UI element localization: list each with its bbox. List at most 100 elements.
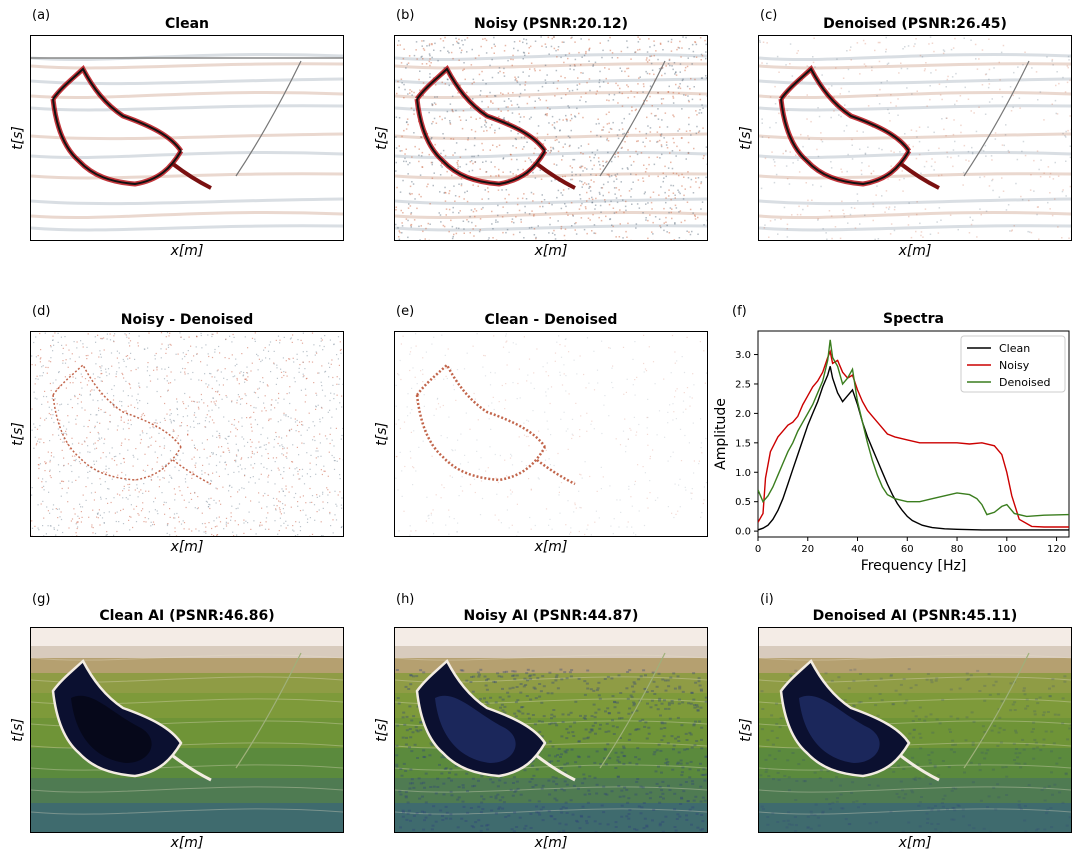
noise-speck (421, 55, 423, 58)
noise-speck (415, 812, 419, 815)
noise-speck (596, 90, 598, 92)
noise-speck (879, 88, 881, 91)
residual-speck (130, 504, 132, 506)
residual-speck (104, 438, 106, 440)
noise-speck (463, 62, 465, 64)
noise-speck (850, 206, 853, 209)
noise-speck (655, 782, 659, 785)
noise-speck (791, 214, 793, 216)
noise-speck (672, 97, 675, 99)
noise-speck (491, 210, 493, 213)
residual-speck (140, 438, 142, 441)
residual-speck (230, 516, 232, 518)
noise-speck (557, 189, 560, 192)
noise-speck (963, 37, 965, 39)
residual-speck (143, 414, 146, 417)
noise-speck (614, 767, 618, 769)
noise-speck (876, 185, 878, 187)
noise-speck (1021, 198, 1024, 201)
residual-speck (505, 335, 507, 337)
noise-speck (507, 814, 511, 817)
residual-speck (684, 434, 686, 437)
residual-speck (563, 364, 565, 366)
noise-speck (531, 764, 535, 767)
residual-speck (38, 467, 40, 470)
residual-speck (163, 445, 166, 447)
noise-speck (1028, 199, 1030, 202)
noise-speck (618, 737, 622, 739)
residual-speck (309, 476, 312, 478)
noise-speck (448, 51, 450, 54)
noise-speck (671, 167, 674, 170)
residual-speck (530, 488, 532, 490)
noise-speck (649, 214, 651, 216)
noise-speck (548, 671, 552, 674)
residual-speck (270, 418, 272, 420)
reflector-line (31, 90, 343, 100)
noise-speck (426, 185, 428, 188)
noise-speck (528, 157, 530, 159)
noise-speck (586, 81, 588, 84)
residual-speck (165, 348, 167, 350)
residual-speck (55, 379, 57, 381)
noise-speck (528, 96, 531, 98)
noise-speck (1051, 58, 1054, 61)
residual-speck (554, 360, 556, 362)
noise-speck (785, 165, 788, 167)
noise-speck (690, 823, 693, 826)
noise-speck (915, 38, 917, 40)
noise-speck (981, 84, 984, 86)
residual-speck (292, 525, 294, 527)
residual-speck (208, 503, 210, 505)
residual-speck (170, 413, 172, 415)
noise-speck (518, 113, 520, 115)
noise-speck (451, 108, 453, 111)
noise-speck (705, 77, 707, 79)
residual-speck (306, 473, 308, 475)
residual-speck (509, 457, 512, 459)
noise-speck (413, 132, 415, 134)
noise-speck (700, 738, 703, 741)
noise-speck (502, 157, 505, 159)
noise-speck (673, 792, 677, 795)
residual-speck (511, 524, 513, 526)
noise-speck (408, 728, 412, 730)
residual-speck (329, 433, 331, 435)
noise-speck (678, 685, 682, 688)
noise-speck (408, 782, 412, 785)
noise-speck (403, 83, 405, 86)
noise-speck (1067, 55, 1070, 58)
noise-speck (613, 706, 617, 709)
layer-group (31, 332, 343, 536)
residual-speck (488, 405, 490, 407)
noise-speck (625, 209, 627, 212)
residual-speck (693, 472, 695, 474)
residual-speck (118, 362, 120, 364)
residual-speck (94, 448, 96, 450)
residual-speck (296, 419, 298, 422)
residual-speck (279, 445, 281, 447)
noise-speck (608, 203, 611, 206)
residual-speck (283, 371, 285, 373)
residual-speck (116, 357, 118, 359)
residual-speck (233, 419, 236, 421)
residual-speck (608, 347, 610, 349)
noise-speck (687, 177, 690, 179)
residual-speck (173, 420, 175, 422)
residual-speck (608, 415, 610, 417)
noise-speck (513, 41, 516, 43)
residual-speck (452, 384, 455, 386)
noise-speck (671, 150, 674, 152)
noise-speck (569, 165, 572, 167)
noise-speck (517, 197, 519, 200)
residual-speck (398, 530, 400, 532)
noise-speck (452, 57, 454, 60)
noise-speck (614, 156, 616, 158)
noise-speck (643, 192, 646, 195)
noise-speck (807, 135, 809, 137)
noise-speck (407, 809, 411, 812)
residual-speck (204, 420, 206, 422)
residual-speck (142, 469, 144, 471)
residual-speck (516, 398, 518, 400)
residual-speck (180, 523, 183, 525)
